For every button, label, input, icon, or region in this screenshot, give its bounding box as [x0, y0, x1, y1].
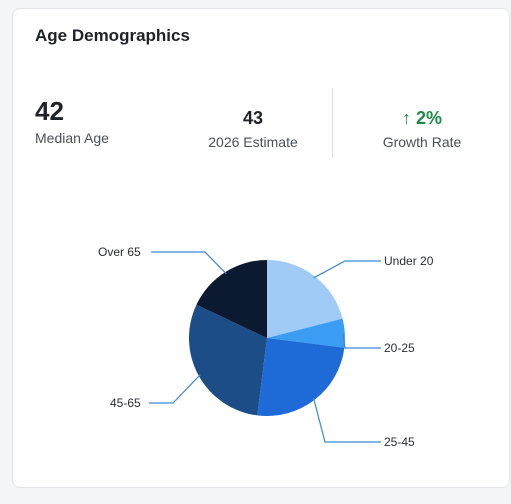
growth-value: ↑ 2% [401, 108, 443, 128]
stats-divider [332, 88, 333, 158]
slice-label-over-65: Over 65 [98, 245, 141, 259]
pie-slices [189, 260, 345, 416]
pie-slice-45-65 [189, 304, 267, 416]
leader-line-25-45 [313, 397, 381, 443]
estimate-label: 2026 Estimate [208, 134, 298, 150]
slice-label-20-25: 20-25 [384, 341, 415, 355]
growth-stat: ↑ 2% Growth Rate [362, 106, 482, 150]
leader-line-under-20 [313, 260, 381, 279]
estimate-stat: 43 2026 Estimate [188, 106, 318, 150]
card-title: Age Demographics [35, 26, 190, 45]
median-age-label: Median Age [35, 130, 109, 146]
median-age-stat: 42 Median Age [35, 96, 109, 146]
leader-line-over-65 [151, 251, 227, 275]
slice-label-45-65: 45-65 [110, 396, 141, 410]
leader-line-20-25 [342, 333, 381, 349]
estimate-value: 43 [242, 108, 264, 128]
pie-slice-25-45 [257, 338, 345, 416]
slice-label-under-20: Under 20 [384, 254, 434, 268]
pie-callouts: Under 20 20-25 25-45 45-65 Over 65 [98, 245, 434, 449]
pie-slice-20-25 [267, 318, 345, 348]
slice-label-25-45: 25-45 [384, 435, 415, 449]
leader-line-45-65 [149, 374, 201, 404]
pie-slice-over-65 [196, 260, 267, 338]
growth-label: Growth Rate [382, 134, 462, 150]
pie-slice-under-20 [267, 260, 343, 338]
median-age-value: 42 [35, 96, 64, 126]
